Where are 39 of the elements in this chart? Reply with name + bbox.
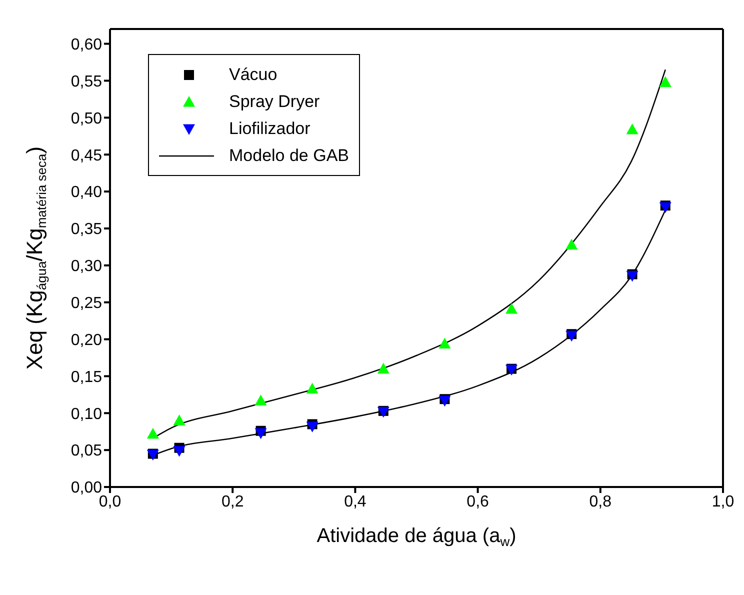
x-axis-title: Atividade de água (a$_{w}$) — [316, 525, 516, 549]
legend-label: Liofilizador — [229, 118, 310, 138]
y-tick-label: 0,60 — [70, 36, 102, 54]
point — [254, 428, 267, 440]
y-tick-label: 0,50 — [70, 110, 102, 128]
point — [506, 302, 518, 314]
x-tick-label: 0,4 — [344, 493, 366, 510]
point — [306, 422, 318, 432]
point — [438, 338, 451, 348]
point — [306, 382, 318, 394]
x-tick-label: 0,2 — [221, 493, 244, 510]
x-tick-label: 0,6 — [466, 493, 490, 510]
y-tick-label: 0,05 — [70, 442, 102, 460]
point — [566, 238, 578, 250]
y-tick-label: 0,40 — [70, 184, 102, 202]
y-tick-label: 0,45 — [70, 147, 102, 164]
y-tick-label: 0,15 — [70, 368, 102, 386]
point — [659, 202, 672, 214]
legend-label: Modelo de GAB — [229, 146, 350, 166]
y-tick-label: 0,35 — [70, 221, 102, 238]
point — [626, 123, 638, 134]
y-tick-label: 0,30 — [70, 258, 102, 276]
y-tick-label: 0,55 — [70, 73, 102, 90]
y-tick-label: 0,10 — [70, 406, 102, 423]
legend-label: Vácuo — [229, 64, 278, 84]
y-tick-label: 0,20 — [70, 332, 102, 349]
legend-label: Spray Dryer — [229, 92, 320, 112]
y-tick-label: 0,25 — [70, 295, 102, 312]
point — [173, 414, 186, 426]
point — [377, 362, 390, 374]
x-tick-label: 0,8 — [589, 493, 612, 510]
point — [146, 428, 159, 439]
x-tick-label: 1,0 — [712, 493, 734, 510]
point — [626, 270, 638, 282]
point — [173, 446, 186, 457]
point — [566, 330, 578, 342]
point — [659, 76, 672, 87]
point — [438, 396, 451, 407]
point — [254, 394, 267, 406]
